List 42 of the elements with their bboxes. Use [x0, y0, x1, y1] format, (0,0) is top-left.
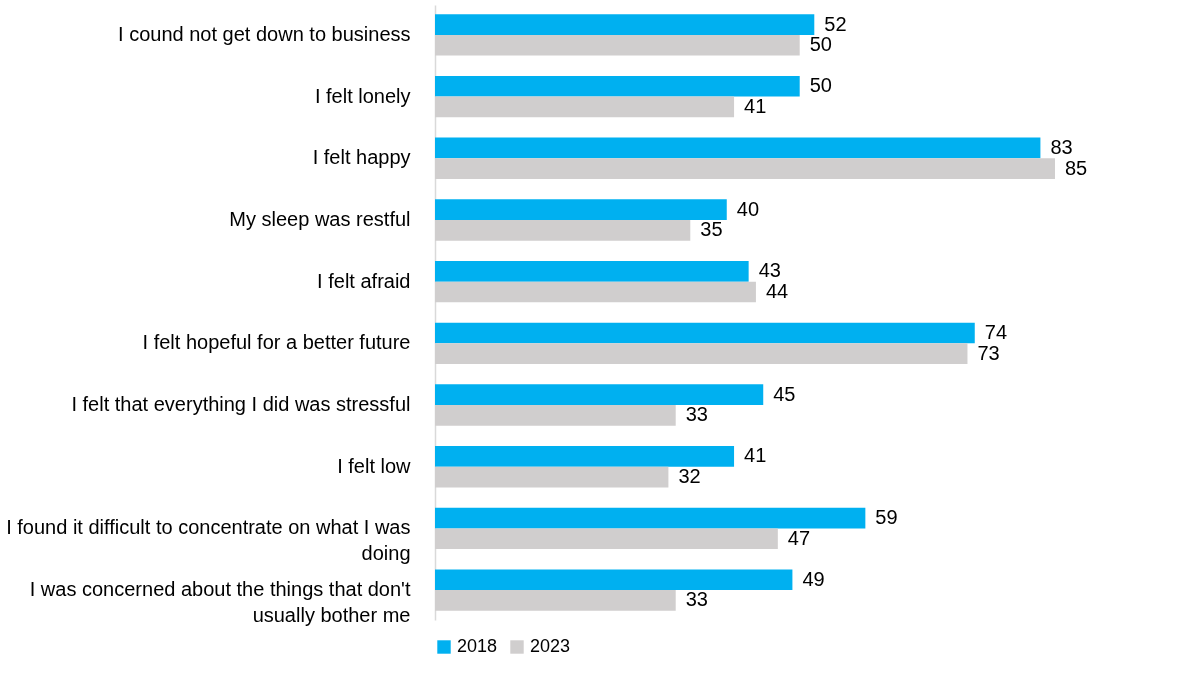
- data-label: 52: [824, 12, 847, 35]
- data-label: 41: [744, 444, 767, 467]
- data-label: 33: [685, 403, 708, 426]
- y-tick-label: I felt that everything I did was stressful: [71, 393, 411, 416]
- bar: [435, 446, 735, 467]
- y-tick-label: I felt low: [337, 454, 412, 477]
- data-label: 44: [765, 279, 789, 302]
- data-label: 73: [977, 341, 1000, 364]
- legend-label: 2023: [530, 636, 571, 656]
- bar: [435, 322, 975, 344]
- data-label: 41: [744, 94, 767, 117]
- data-label: 50: [809, 74, 832, 97]
- data-label: 32: [678, 465, 701, 488]
- bar: [435, 199, 727, 220]
- data-label: 59: [875, 506, 898, 529]
- data-label: 45: [773, 382, 796, 405]
- legend-label: 2018: [457, 636, 498, 656]
- bar: [435, 384, 764, 406]
- y-tick-label: I felt happy: [312, 146, 411, 169]
- y-tick-label: I felt afraid: [317, 269, 411, 292]
- bar: [435, 569, 793, 591]
- data-label: 50: [809, 33, 832, 56]
- data-label: 33: [685, 588, 708, 611]
- bar: [435, 137, 1041, 159]
- y-tick-label: I cound not get down to business: [118, 22, 411, 45]
- data-label: 35: [700, 218, 723, 241]
- data-label: 43: [758, 259, 781, 282]
- y-tick-label: I found it difficult to concentrate on what I was doing: [6, 516, 411, 565]
- data-label: 74: [984, 321, 1008, 344]
- bar: [435, 260, 749, 282]
- data-label: 83: [1050, 135, 1073, 158]
- bar: [435, 75, 800, 97]
- data-label: 47: [787, 526, 811, 549]
- bar: [435, 507, 866, 529]
- data-label: 85: [1065, 156, 1088, 179]
- y-tick-label: My sleep was restful: [229, 207, 411, 230]
- y-tick-label: I was concerned about the things that don't usually bother me: [29, 578, 411, 627]
- y-tick-label: I felt lonely: [314, 84, 411, 107]
- y-tick-label: I felt hopeful for a better future: [142, 331, 411, 354]
- data-label: 49: [802, 567, 825, 590]
- bar: [435, 14, 815, 35]
- data-label: 40: [736, 197, 760, 220]
